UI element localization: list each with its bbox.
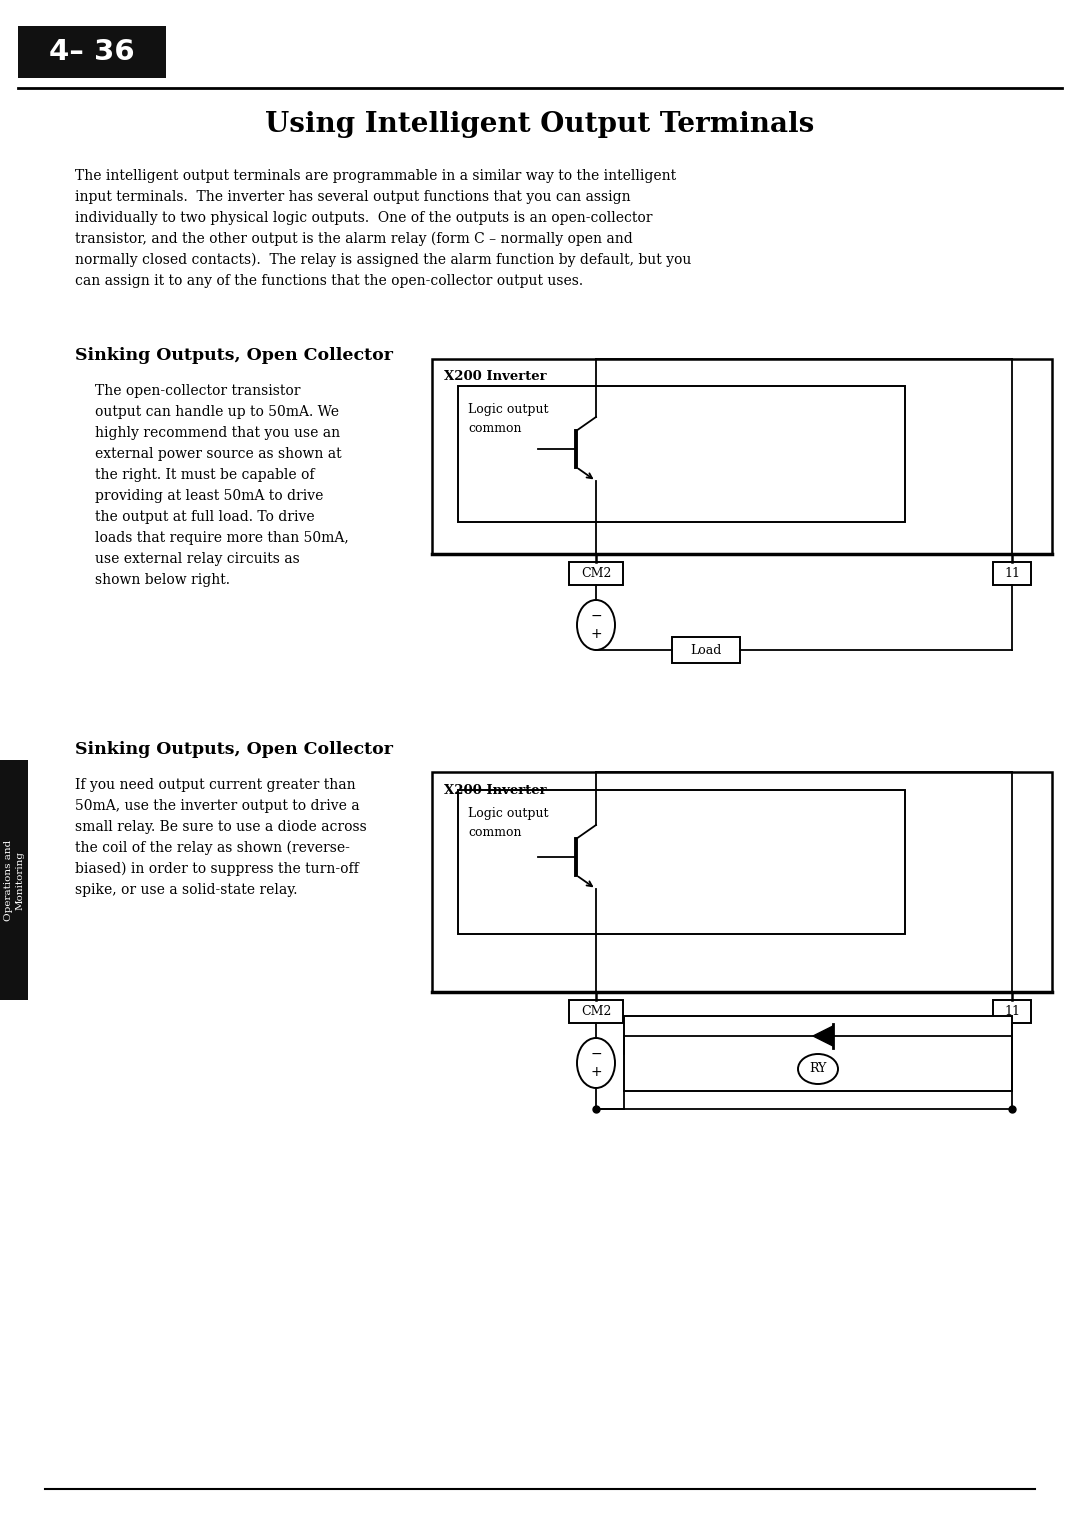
Polygon shape	[813, 1026, 833, 1046]
Text: biased) in order to suppress the turn‐off: biased) in order to suppress the turn‐of…	[75, 862, 359, 876]
Text: −: −	[590, 609, 602, 623]
Text: the coil of the relay as shown (reverse‐: the coil of the relay as shown (reverse‐	[75, 841, 350, 854]
Text: normally closed contacts).  The relay is assigned the alarm function by default,: normally closed contacts). The relay is …	[75, 253, 691, 267]
Text: Load: Load	[690, 643, 721, 657]
Text: The open‐collector transistor: The open‐collector transistor	[95, 384, 300, 397]
Text: CM2: CM2	[581, 568, 611, 580]
Text: The intelligent output terminals are programmable in a similar way to the intell: The intelligent output terminals are pro…	[75, 169, 676, 183]
Text: the output at full load. To drive: the output at full load. To drive	[95, 509, 314, 525]
Text: shown below right.: shown below right.	[95, 574, 230, 588]
Bar	[432, 359, 1052, 554]
Bar	[569, 561, 623, 584]
Bar	[624, 1016, 1012, 1091]
Text: input terminals.  The inverter has several output functions that you can assign: input terminals. The inverter has severa…	[75, 190, 631, 204]
Text: use external relay circuits as: use external relay circuits as	[95, 552, 300, 566]
Text: providing at least 50mA to drive: providing at least 50mA to drive	[95, 489, 323, 503]
Text: spike, or use a solid‐state relay.: spike, or use a solid‐state relay.	[75, 884, 297, 897]
Text: external power source as shown at: external power source as shown at	[95, 446, 341, 462]
Text: RY: RY	[809, 1063, 826, 1075]
Ellipse shape	[798, 1054, 838, 1085]
Text: CM2: CM2	[581, 1005, 611, 1019]
Text: the right. It must be capable of: the right. It must be capable of	[95, 468, 314, 482]
Text: Using Intelligent Output Terminals: Using Intelligent Output Terminals	[266, 110, 814, 138]
Text: If you need output current greater than: If you need output current greater than	[75, 778, 355, 792]
Text: 50mA, use the inverter output to drive a: 50mA, use the inverter output to drive a	[75, 799, 360, 813]
Bar	[458, 387, 905, 522]
Bar	[432, 772, 1052, 992]
Text: Logic output: Logic output	[468, 807, 549, 821]
Bar	[458, 790, 905, 934]
Text: highly recommend that you use an: highly recommend that you use an	[95, 426, 340, 440]
Text: transistor, and the other output is the alarm relay (form C – normally open and: transistor, and the other output is the …	[75, 232, 633, 245]
Bar	[18, 26, 166, 78]
Text: Sinking Outputs, Open Collector: Sinking Outputs, Open Collector	[75, 348, 393, 365]
Text: 4– 36: 4– 36	[50, 38, 135, 66]
Bar	[672, 637, 740, 663]
Text: Sinking Outputs, Open Collector: Sinking Outputs, Open Collector	[75, 741, 393, 758]
Text: 11: 11	[1004, 568, 1020, 580]
Ellipse shape	[577, 1039, 615, 1088]
Text: loads that require more than 50mA,: loads that require more than 50mA,	[95, 531, 349, 545]
Text: common: common	[468, 422, 522, 434]
Text: common: common	[468, 825, 522, 839]
Bar	[569, 1000, 623, 1023]
Text: individually to two physical logic outputs.  One of the outputs is an open‐colle: individually to two physical logic outpu…	[75, 212, 652, 225]
Ellipse shape	[577, 600, 615, 650]
Text: +: +	[590, 1065, 602, 1078]
Text: small relay. Be sure to use a diode across: small relay. Be sure to use a diode acro…	[75, 821, 367, 834]
Text: X200 Inverter: X200 Inverter	[444, 784, 546, 796]
Text: output can handle up to 50mA. We: output can handle up to 50mA. We	[95, 405, 339, 419]
Text: Operations and
Monitoring: Operations and Monitoring	[3, 839, 25, 920]
Text: +: +	[590, 627, 602, 641]
Text: −: −	[590, 1048, 602, 1062]
Text: can assign it to any of the functions that the open‐collector output uses.: can assign it to any of the functions th…	[75, 275, 583, 288]
Text: Logic output: Logic output	[468, 403, 549, 417]
Text: 11: 11	[1004, 1005, 1020, 1019]
Text: X200 Inverter: X200 Inverter	[444, 371, 546, 384]
Bar	[993, 561, 1031, 584]
Bar	[0, 759, 28, 1000]
Bar	[993, 1000, 1031, 1023]
